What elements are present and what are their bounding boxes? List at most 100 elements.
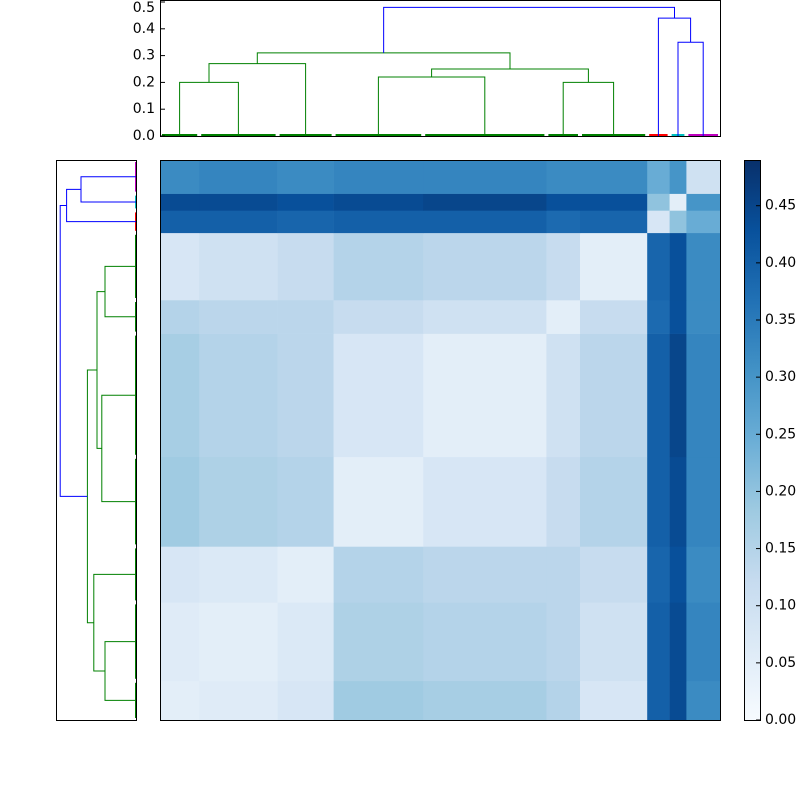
dendrogram-link (104, 265, 137, 318)
heatmap-cell (160, 456, 200, 547)
heatmap-cell (686, 456, 721, 547)
heatmap-cell (423, 333, 547, 458)
dendrogram-link (383, 6, 675, 53)
heatmap-cell (160, 546, 200, 603)
heatmap-cell (277, 333, 334, 458)
dendrogram-link (208, 63, 307, 136)
heatmap-cell (199, 546, 278, 603)
heatmap-cell (199, 160, 278, 194)
heatmap-frame (160, 160, 721, 721)
heatmap-cell (423, 546, 547, 603)
heatmap-cell (647, 210, 670, 234)
dendrogram-link (104, 641, 137, 701)
heatmap-cell (333, 680, 424, 721)
heatmap-cell (546, 232, 581, 301)
dendrogram-link (96, 291, 105, 449)
heatmap-cell (546, 193, 581, 211)
heatmap-cell (669, 210, 687, 234)
heatmap-cell (546, 680, 581, 721)
heatmap-cell (647, 232, 670, 301)
heatmap-cell (333, 333, 424, 458)
y-tick-label: 0.3 (133, 48, 155, 64)
heatmap-cell (546, 300, 581, 334)
heatmap-cell (580, 680, 648, 721)
heatmap-cell (546, 456, 581, 547)
y-tick-label: 0.5 (133, 0, 155, 16)
heatmap-cell (686, 333, 721, 458)
heatmap-cell (199, 300, 278, 334)
heatmap-cell (686, 193, 721, 211)
colorbar-tick-label: 0.20 (765, 483, 796, 499)
heatmap-cell (423, 602, 547, 682)
heatmap-cell (669, 602, 687, 682)
heatmap-cell (423, 456, 547, 547)
heatmap-cell (277, 232, 334, 301)
heatmap-cell (333, 602, 424, 682)
heatmap-cell (647, 602, 670, 682)
heatmap-cell (160, 680, 200, 721)
heatmap-cell (647, 160, 670, 194)
heatmap-cell (546, 210, 581, 234)
heatmap-cell (647, 546, 670, 603)
heatmap-cell (686, 680, 721, 721)
heatmap-cell (580, 546, 648, 603)
heatmap-cell (580, 333, 648, 458)
colorbar-tick-label: 0.15 (765, 541, 796, 557)
dendrogram-link (66, 188, 137, 223)
heatmap-cell (277, 456, 334, 547)
y-tick-label: 0.2 (133, 74, 155, 90)
heatmap-cell (580, 193, 648, 211)
dendrogram-link (86, 369, 97, 624)
heatmap-cell (686, 232, 721, 301)
heatmap-cell (199, 232, 278, 301)
heatmap-cell (580, 232, 648, 301)
heatmap-cell (423, 680, 547, 721)
heatmap-cell (669, 456, 687, 547)
left-dendrogram-frame (56, 160, 137, 721)
heatmap-cell (160, 300, 200, 334)
heatmap-cell (647, 300, 670, 334)
heatmap-cell (423, 210, 547, 234)
heatmap-cell (160, 210, 200, 234)
colorbar-tick-label: 0.35 (765, 312, 796, 328)
heatmap-cell (277, 300, 334, 334)
colorbar-tick-label: 0.45 (765, 198, 796, 214)
heatmap-cell (669, 300, 687, 334)
top-dendrogram-frame (160, 0, 721, 137)
heatmap-cell (160, 160, 200, 194)
heatmap-cell (686, 210, 721, 234)
dendrogram-link (179, 81, 239, 136)
y-tick-label: 0.0 (133, 128, 155, 144)
heatmap-cell (669, 546, 687, 603)
colorbar-tick-label: 0.30 (765, 369, 796, 385)
dendrogram-link (562, 81, 615, 136)
y-tick-label: 0.1 (133, 101, 155, 117)
heatmap-cell (199, 333, 278, 458)
heatmap-cell (333, 300, 424, 334)
heatmap-cell (580, 210, 648, 234)
dendrogram-link (657, 17, 692, 136)
colorbar-tick-label: 0.00 (765, 712, 796, 728)
heatmap-cell (333, 456, 424, 547)
heatmap-cell (199, 210, 278, 234)
heatmap-cell (546, 546, 581, 603)
dendrogram-link (431, 68, 589, 83)
heatmap-cell (423, 300, 547, 334)
heatmap-cell (686, 546, 721, 603)
colorbar-tick-label: 0.40 (765, 255, 796, 271)
dendrogram-link (80, 176, 137, 203)
heatmap-cell (277, 193, 334, 211)
heatmap-cell (546, 160, 581, 194)
heatmap-cell (647, 680, 670, 721)
heatmap-cell (580, 160, 648, 194)
dendrogram-link (93, 573, 137, 672)
heatmap-cell (686, 160, 721, 194)
heatmap-cell (333, 193, 424, 211)
heatmap-cell (423, 193, 547, 211)
colorbar-tick-label: 0.05 (765, 655, 796, 671)
heatmap-cell (199, 456, 278, 547)
heatmap-cell (199, 680, 278, 721)
heatmap-cell (580, 602, 648, 682)
heatmap-cell (669, 333, 687, 458)
